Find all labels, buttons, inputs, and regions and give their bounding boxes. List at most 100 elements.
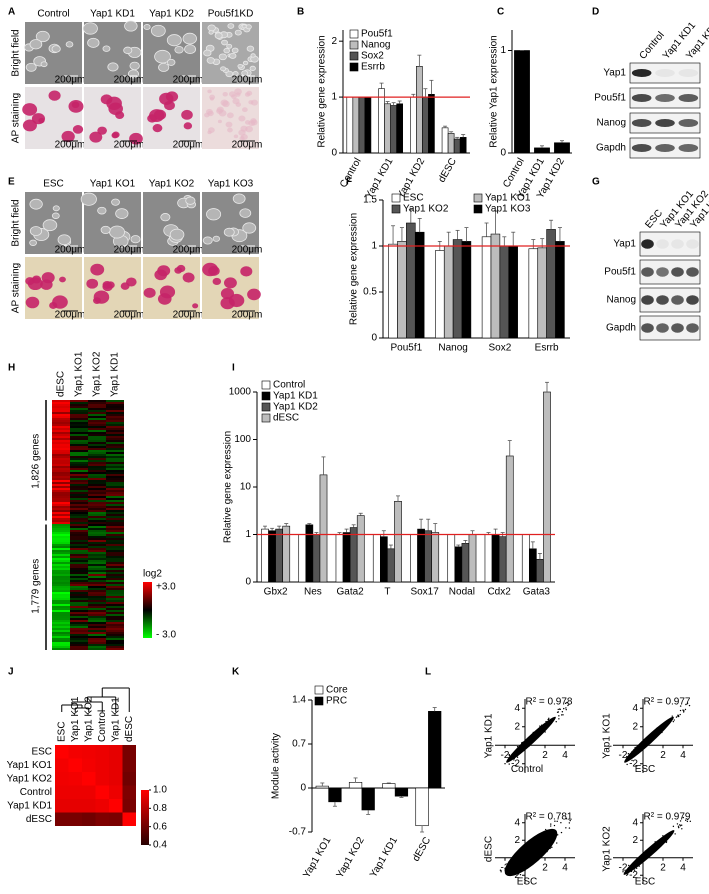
heatmap-cell — [70, 504, 88, 506]
heatmap-cell — [70, 538, 88, 540]
point-cloud-dot — [531, 847, 534, 849]
legend-label: Esrrb — [361, 62, 385, 73]
colony — [51, 45, 61, 53]
heatmap-cell — [70, 456, 88, 458]
heatmap-cell — [106, 476, 124, 478]
row-label: dESC — [26, 814, 52, 825]
colony — [65, 41, 74, 48]
point-cloud-dot — [559, 708, 562, 710]
heatmap-cell — [88, 424, 106, 426]
y-tick-label: 4 — [632, 817, 638, 828]
colony — [130, 235, 141, 244]
heatmap-cell — [88, 410, 106, 412]
heatmap-cell — [106, 412, 124, 414]
heatmap-cell — [70, 496, 88, 498]
colony — [228, 91, 236, 97]
heatmap-cell — [88, 628, 106, 630]
heatmap-cell — [88, 532, 106, 534]
point-cloud-dot — [626, 873, 629, 875]
colony — [239, 136, 245, 141]
heatmap-cell — [70, 440, 88, 442]
bar — [335, 534, 344, 583]
heatmap-cell — [88, 466, 106, 468]
panel-letter: L — [425, 667, 431, 678]
heatmap-cell — [70, 428, 88, 430]
heatmap-cell — [70, 606, 88, 608]
heatmap-cell — [88, 588, 106, 590]
point-cloud-dot — [549, 847, 551, 850]
x-tick-label: 2 — [542, 750, 548, 761]
heatmap-cell — [55, 772, 69, 786]
heatmap-cell — [52, 572, 70, 574]
heatmap-cell — [88, 620, 106, 622]
row-label: Bright field — [11, 199, 22, 246]
bar — [349, 527, 358, 583]
error-bar — [277, 525, 282, 530]
heatmap-cell — [70, 540, 88, 542]
colony — [223, 227, 235, 237]
point-cloud-dot — [671, 832, 673, 835]
heatmap-cell — [70, 590, 88, 592]
point-cloud-dot — [664, 838, 666, 840]
scale-label: 200μm — [114, 140, 145, 151]
point-cloud-dot — [565, 707, 567, 709]
heatmap-cell — [88, 584, 106, 586]
colony — [185, 196, 196, 205]
scale-label: 200μm — [232, 245, 263, 256]
blot-band — [655, 94, 675, 102]
error-bar — [417, 217, 422, 233]
micrograph: 200μm — [143, 22, 203, 86]
point-cloud-dot — [539, 725, 541, 727]
heatmap-cell — [106, 642, 124, 644]
bar — [328, 787, 342, 803]
y-tick-label: 1 — [500, 45, 506, 56]
heatmap-cell — [88, 556, 106, 558]
point-cloud-dot — [540, 728, 542, 730]
heatmap-cell — [52, 478, 70, 480]
heatmap-cell — [52, 444, 70, 446]
heatmap-cell — [106, 516, 124, 518]
heatmap-cell — [88, 460, 106, 462]
heatmap-cell — [70, 506, 88, 508]
column-label: Yap1 KO1 — [90, 179, 136, 190]
heatmap-cell — [52, 604, 70, 606]
point-cloud-dot — [649, 847, 651, 850]
heatmap-cell — [106, 406, 124, 408]
heatmap-cell — [70, 460, 88, 462]
bar — [452, 239, 463, 339]
bar — [481, 236, 492, 339]
heatmap-cell — [106, 634, 124, 636]
heatmap-cell — [88, 422, 106, 424]
heatmap-cell — [88, 484, 106, 486]
point-cloud-dot — [547, 844, 549, 846]
panel-letter: H — [8, 363, 15, 374]
colony — [220, 297, 235, 310]
point-cloud-dot — [679, 713, 681, 716]
y-tick-label: -0.7 — [289, 827, 307, 838]
heatmap-cell — [52, 586, 70, 588]
cluster-label: 1,826 genes — [31, 434, 42, 489]
heatmap-cell — [88, 560, 106, 562]
bar — [298, 534, 307, 583]
bar — [372, 534, 381, 583]
heatmap-cell — [106, 510, 124, 512]
point-cloud-dot — [527, 865, 529, 867]
point-cloud-dot — [653, 732, 655, 734]
x-tick-label: Pou5f1 — [391, 343, 423, 354]
point-cloud-dot — [537, 834, 539, 836]
panel-letter: D — [592, 7, 599, 18]
heatmap-cell — [70, 542, 88, 544]
bar — [352, 96, 360, 154]
point-cloud-dot — [565, 818, 568, 820]
heatmap-cell — [52, 418, 70, 420]
blot-band — [655, 69, 675, 77]
blot-band — [678, 94, 699, 102]
micrograph: 200μm — [202, 257, 262, 321]
colony — [221, 39, 228, 46]
colony — [241, 24, 247, 29]
error-bar — [386, 782, 391, 784]
error-bar — [530, 541, 535, 549]
heatmap-cell — [52, 446, 70, 448]
error-bar — [419, 518, 424, 530]
point-cloud-dot — [638, 860, 640, 863]
